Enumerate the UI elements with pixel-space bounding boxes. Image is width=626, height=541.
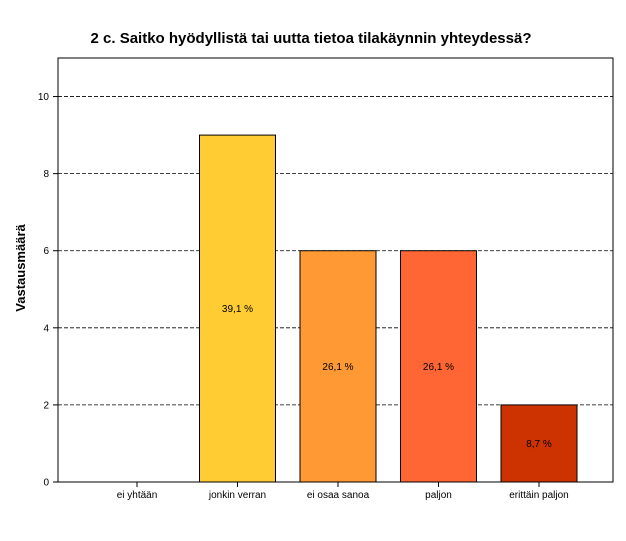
bar (299, 250, 377, 483)
x-tick-label: jonkin verran (208, 490, 266, 501)
chart-title: 2 c. Saitko hyödyllistä tai uutta tietoa… (91, 30, 532, 47)
y-tick-label: 6 (43, 246, 49, 257)
x-axis-ticks: ei yhtään jonkin verran ei osaa sanoa paljo… (117, 482, 569, 501)
data-labels: 39,1 % 26,1 % 26,1 % 8,7 % (222, 304, 552, 450)
bars (199, 134, 578, 483)
y-tick-label: 4 (43, 323, 49, 334)
data-label: 39,1 % (222, 304, 253, 315)
data-label: 26,1 % (322, 362, 353, 373)
y-tick-label: 10 (38, 92, 50, 103)
x-tick-label: paljon (425, 490, 452, 501)
y-tick-label: 8 (43, 169, 49, 180)
x-tick-label: erittäin paljon (509, 490, 568, 501)
x-tick-label: ei osaa sanoa (307, 490, 370, 501)
data-label: 8,7 % (526, 439, 552, 450)
data-label: 26,1 % (423, 362, 454, 373)
y-tick-label: 2 (43, 400, 49, 411)
y-axis-label: Vastausmäärä (13, 224, 28, 312)
bar (400, 250, 477, 483)
y-tick-label: 0 (43, 478, 49, 489)
bar (500, 404, 578, 483)
x-tick-label: ei yhtään (117, 490, 158, 501)
y-axis-ticks: 0 2 4 6 8 10 (38, 92, 58, 489)
